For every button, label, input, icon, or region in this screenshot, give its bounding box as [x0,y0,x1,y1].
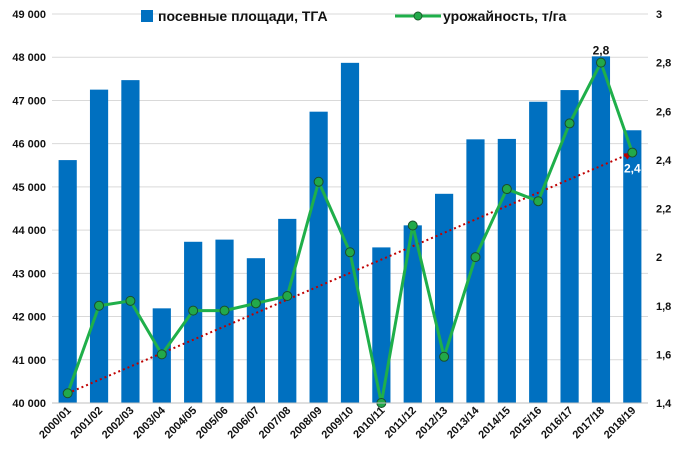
x-tick-label: 2007/08 [257,405,294,442]
legend-line-marker [413,11,423,21]
bar-series [58,56,642,404]
yield-marker [407,220,418,231]
y-left-tick-label: 40 000 [12,398,46,410]
right-axis: 1,4 1,6 1,8 2 2,2 2,4 2,6 2,8 3 [656,9,672,410]
trendline-line [67,151,633,395]
yield-marker [595,57,606,68]
bar [89,89,109,403]
yield-marker [282,291,293,302]
bar [591,56,611,403]
bar [497,138,516,403]
x-tick-label: 2004/05 [163,405,200,442]
bar [121,80,140,403]
yield-marker [564,118,575,129]
x-tick-label: 2012/13 [414,405,451,442]
yield-marker [533,196,544,207]
y-left-tick-label: 44 000 [12,225,46,237]
y-left-tick-label: 45 000 [12,182,46,194]
legend: посевные площади, ТГА урожайность, т/га [141,8,566,24]
yield-marker [219,305,230,316]
y-left-tick-label: 47 000 [12,95,46,107]
x-tick-label: 2014/15 [476,405,513,442]
y-left-tick-label: 41 000 [12,355,46,367]
bar [435,193,454,403]
y-left-tick-label: 48 000 [12,52,46,64]
legend-bar-label: посевные площади, ТГА [158,8,328,24]
x-tick-label: 2017/18 [570,405,607,442]
yield-marker [94,300,105,311]
y-right-tick-label: 1,4 [656,398,672,410]
yield-marker [313,176,324,187]
y-left-tick-label: 49 000 [12,9,46,21]
y-right-tick-label: 2 [656,252,662,264]
x-tick-label: 2018/19 [602,405,639,442]
bar [560,90,579,404]
x-axis: 2000/012001/022002/032003/042004/052005/… [37,402,648,442]
data-label: 2,4 [624,162,641,176]
yield-marker [125,295,136,306]
yield-marker [439,351,450,362]
y-right-tick-label: 2,8 [656,58,671,70]
bar [58,160,77,403]
bar [623,130,642,404]
yield-marker [627,147,638,158]
x-tick-label: 2010/11 [351,405,387,441]
x-tick-label: 2001/02 [69,405,106,442]
x-tick-label: 2011/12 [383,405,419,441]
data-labels: 2,8 2,4 [593,44,641,176]
bar [246,258,265,403]
yield-marker [501,184,512,195]
yield-marker [345,247,355,258]
x-tick-label: 2005/06 [194,405,231,442]
legend-line-label: урожайность, т/га [443,8,566,24]
x-tick-label: 2002/03 [100,405,137,442]
yield-marker [250,298,261,309]
bar [403,225,422,403]
y-right-tick-label: 1,8 [656,301,671,313]
bar [529,101,548,403]
bar [278,218,297,403]
x-tick-label: 2015/16 [508,405,545,442]
x-tick-label: 2003/04 [131,404,168,441]
x-tick-label: 2008/09 [288,405,325,442]
x-tick-label: 2016/17 [539,405,576,442]
y-right-tick-label: 1,6 [656,349,671,361]
yield-marker [188,305,199,316]
y-right-tick-label: 2,4 [656,155,672,167]
yield-marker [156,349,167,360]
bar [215,239,234,403]
bar [466,139,485,403]
legend-bar-swatch [141,10,153,22]
y-left-tick-label: 42 000 [12,312,46,324]
data-label: 2,8 [593,44,610,58]
y-left-tick-label: 46 000 [12,139,46,151]
x-tick-label: 2009/10 [320,405,357,442]
y-right-tick-label: 2,2 [656,204,671,216]
bar [184,241,203,403]
yield-marker [62,388,73,399]
bar [372,247,391,403]
y-left-tick-label: 43 000 [12,268,46,280]
x-tick-label: 2000/01 [37,405,74,442]
yield-marker [470,252,481,263]
x-tick-label: 2006/07 [225,405,262,442]
x-tick-label: 2013/14 [445,404,482,441]
bar [309,111,328,403]
y-right-tick-label: 3 [656,9,662,21]
bar [340,62,360,403]
y-right-tick-label: 2,6 [656,106,671,118]
left-axis: 40 000 41 000 42 000 43 000 44 000 45 000 46 0… [12,9,46,410]
